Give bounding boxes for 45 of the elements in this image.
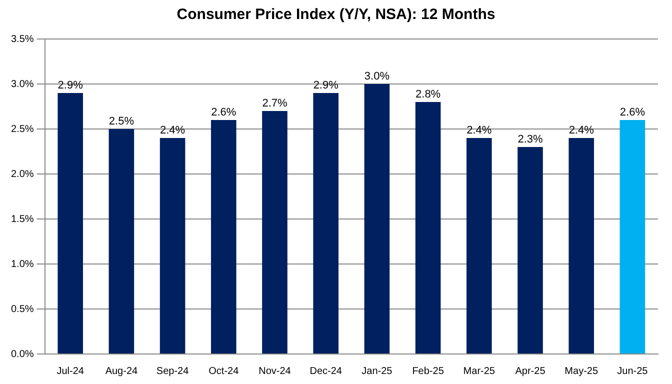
bar — [108, 129, 134, 354]
x-tick-label: Oct-24 — [208, 366, 240, 377]
data-label: 2.3% — [518, 134, 543, 146]
data-label: 2.4% — [466, 124, 492, 137]
bar — [262, 111, 288, 354]
y-tick-label: 2.0% — [10, 168, 34, 180]
y-tick-label: 1.0% — [10, 258, 34, 270]
bar — [364, 84, 390, 354]
data-label: 2.4% — [160, 124, 186, 137]
x-tick-label: Apr-25 — [515, 366, 546, 377]
bar — [313, 93, 338, 354]
x-tick-label: Jul-24 — [56, 366, 84, 377]
bar — [415, 102, 441, 354]
x-tick-label: Mar-25 — [463, 366, 496, 377]
bar — [620, 120, 646, 354]
y-tick-label: 3.0% — [10, 78, 34, 90]
data-label: 2.8% — [416, 88, 441, 101]
data-label: 2.6% — [211, 106, 236, 119]
y-tick-label: 2.5% — [10, 124, 34, 135]
bar — [211, 120, 236, 354]
y-tick-label: 0.0% — [10, 348, 34, 360]
chart-title: Consumer Price Index (Y/Y, NSA): 12 Months — [176, 6, 496, 23]
y-tick-label: 3.5% — [10, 34, 34, 45]
data-label: 2.9% — [313, 80, 339, 92]
data-label: 3.0% — [364, 70, 390, 83]
x-tick-label: Nov-24 — [258, 366, 292, 377]
x-tick-label: Feb-25 — [412, 366, 444, 377]
data-label: 2.6% — [620, 106, 646, 119]
bar — [466, 138, 492, 354]
x-tick-label: Jan-25 — [362, 366, 393, 377]
x-tick-label: Jun-25 — [617, 366, 648, 377]
data-label: 2.9% — [58, 80, 84, 92]
x-tick-label: May-25 — [564, 366, 598, 377]
bar — [518, 147, 543, 354]
x-tick-label: Aug-24 — [105, 366, 138, 377]
x-tick-label: Dec-24 — [310, 366, 342, 377]
bar — [568, 138, 594, 354]
data-label: 2.4% — [568, 124, 594, 137]
y-tick-label: 0.5% — [10, 304, 34, 315]
bar — [58, 93, 83, 354]
bar — [160, 138, 186, 354]
x-tick-label: Sep-24 — [156, 366, 190, 377]
data-label: 2.7% — [262, 98, 288, 110]
y-tick-label: 1.5% — [10, 214, 34, 225]
data-label: 2.5% — [108, 116, 134, 128]
